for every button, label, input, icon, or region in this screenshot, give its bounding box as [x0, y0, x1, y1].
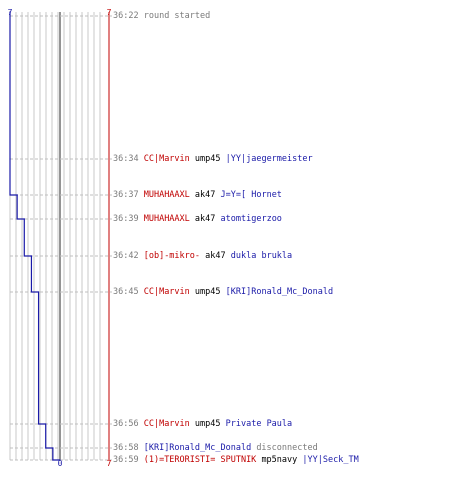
event-weapon: ump45 [194, 419, 221, 429]
event-row: 36:45 CC|Marvin ump45 [KRI]Ronald_Mc_Don… [113, 287, 333, 297]
event-time: 36:37 [113, 190, 139, 200]
blue-step-point [30, 255, 33, 257]
event-killer: CC|Marvin [143, 419, 190, 429]
event-time: 36:45 [113, 287, 139, 297]
event-killer: (1)=TERORISTI= SPUTNIK [143, 455, 257, 465]
event-weapon: mp5navy [261, 455, 298, 465]
event-row: 36:37 MUHAHAAXL ak47 J=Y=[ Hornet [113, 190, 282, 200]
event-row: 36:59 (1)=TERORISTI= SPUTNIK mp5navy |YY… [113, 455, 359, 465]
blue-count-end: 0 [58, 459, 63, 468]
event-weapon: ak47 [194, 190, 216, 200]
event-victim: J=Y=[ Hornet [220, 190, 282, 200]
blue-count-start: 7 [8, 8, 13, 17]
event-weapon: ak47 [194, 214, 216, 224]
event-victim: atomtigerzoo [220, 214, 282, 224]
event-time: 36:42 [113, 251, 139, 261]
event-connectors [10, 15, 112, 461]
event-player: [KRI]Ronald_Mc_Donald [143, 443, 252, 453]
event-row: 36:56 CC|Marvin ump45 Private Paula [113, 419, 292, 429]
blue-step-point [23, 218, 25, 220]
event-row: 36:22 round started [113, 11, 210, 21]
event-row: 36:34 CC|Marvin ump45 |YY|jaegermeister [113, 154, 313, 164]
event-time: 36:22 [113, 11, 139, 21]
blue-step-point [45, 423, 47, 425]
red-count-end: 7 [107, 459, 112, 468]
blue-team-series [9, 11, 61, 461]
blue-step-point [9, 158, 11, 160]
blue-step-line [9, 12, 60, 461]
event-victim: dukla brukla [230, 251, 293, 261]
event-victim: Private Paula [225, 419, 293, 429]
event-killer: MUHAHAAXL [143, 214, 190, 224]
red-count-start: 7 [107, 8, 112, 17]
event-time: 36:34 [113, 154, 139, 164]
blue-step-point [52, 459, 54, 461]
event-row: 36:58 [KRI]Ronald_Mc_Donald disconnected [113, 443, 318, 453]
event-killer: CC|Marvin [143, 154, 190, 164]
blue-step-point [9, 11, 11, 13]
event-time: 36:59 [113, 455, 139, 465]
event-text: disconnected [256, 443, 318, 453]
blue-step-point [37, 291, 40, 293]
event-row: 36:39 MUHAHAAXL ak47 atomtigerzoo [113, 214, 282, 224]
event-weapon: ump45 [194, 287, 221, 297]
event-weapon: ak47 [205, 251, 226, 261]
event-killer: MUHAHAAXL [143, 190, 190, 200]
event-weapon: ump45 [194, 154, 221, 164]
blue-step-point [59, 459, 61, 461]
blue-step-point [16, 194, 18, 196]
chart-grid [9, 12, 110, 460]
event-killer: CC|Marvin [143, 287, 190, 297]
event-time: 36:56 [113, 419, 139, 429]
event-victim: |YY|Seck_TM [302, 455, 359, 465]
event-time: 36:58 [113, 443, 139, 453]
event-victim: |YY|jaegermeister [225, 154, 313, 164]
event-time: 36:39 [113, 214, 139, 224]
event-killer: [ob]-mikro- [143, 251, 201, 261]
event-row: 36:42 [ob]-mikro- ak47 dukla brukla [113, 251, 292, 261]
event-text: round started [143, 11, 211, 21]
blue-step-point [52, 447, 54, 449]
event-victim: [KRI]Ronald_Mc_Donald [225, 287, 334, 297]
